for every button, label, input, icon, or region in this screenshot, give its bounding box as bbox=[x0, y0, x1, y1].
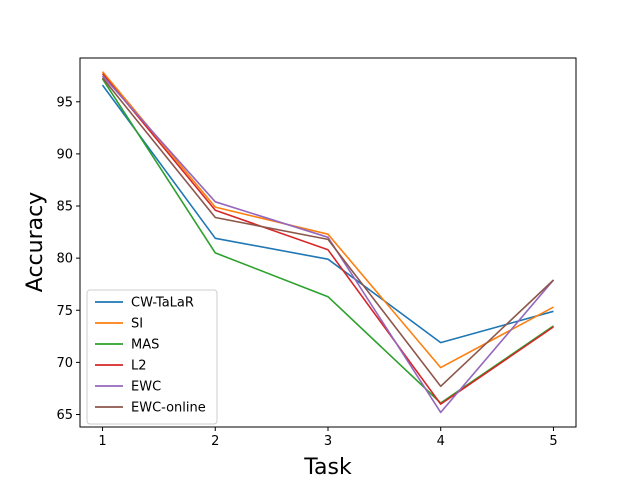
x-tick-label: 4 bbox=[437, 434, 445, 449]
y-tick-label: 80 bbox=[56, 252, 73, 267]
y-tick-label: 75 bbox=[56, 304, 73, 319]
series-line-3 bbox=[101, 78, 554, 404]
series-line-1 bbox=[101, 84, 554, 344]
legend-label: EWC-online bbox=[131, 401, 206, 416]
legend-label: EWC bbox=[131, 380, 161, 395]
legend-label: L2 bbox=[131, 359, 147, 374]
legend-label: SI bbox=[131, 317, 143, 332]
y-tick-label: 70 bbox=[56, 356, 73, 371]
legend-label: MAS bbox=[131, 338, 159, 353]
x-axis-title: Task bbox=[303, 455, 352, 480]
series-line-6 bbox=[101, 77, 555, 388]
legend-label: CW-TaLaR bbox=[131, 296, 194, 311]
y-tick-label: 85 bbox=[56, 200, 73, 215]
x-tick-label: 1 bbox=[98, 434, 106, 449]
x-tick-label: 3 bbox=[324, 434, 332, 449]
y-tick-label: 90 bbox=[56, 147, 73, 162]
series-line-5 bbox=[101, 75, 555, 414]
series-layer bbox=[101, 71, 555, 414]
legend: CW-TaLaR SI MAS L2 EWC EWC-online bbox=[86, 289, 218, 425]
y-axis: 65 70 75 80 85 90 95 bbox=[56, 95, 80, 423]
series-line-2 bbox=[101, 71, 554, 369]
x-tick-label: 5 bbox=[549, 434, 557, 449]
series-line-4 bbox=[101, 73, 554, 405]
y-tick-label: 95 bbox=[56, 95, 73, 110]
x-tick-label: 2 bbox=[211, 434, 219, 449]
x-axis: 1 2 3 4 5 bbox=[98, 427, 558, 449]
y-tick-label: 65 bbox=[56, 408, 73, 423]
y-axis-title: Accuracy bbox=[23, 192, 48, 292]
